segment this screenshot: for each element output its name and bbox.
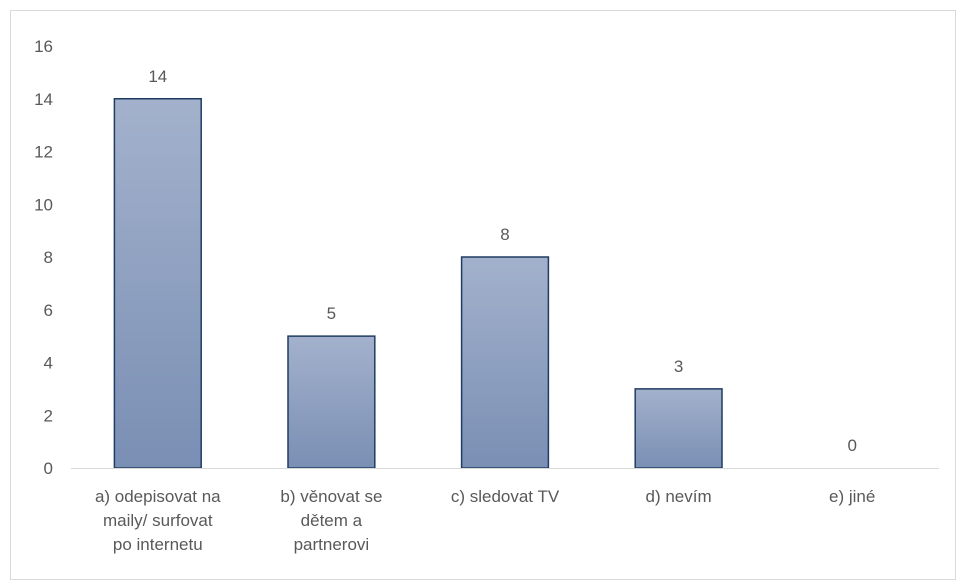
y-axis-ticks: 0 2 4 6 8 10 12 14 16 <box>34 37 53 478</box>
bar <box>460 256 550 469</box>
bar <box>113 98 202 469</box>
y-tick-label: 4 <box>44 354 53 373</box>
data-label: 5 <box>327 304 336 323</box>
bar <box>634 388 723 469</box>
bars <box>113 98 723 469</box>
bar-chart: 0 2 4 6 8 10 12 14 16 14 5 8 3 0 a) odepisovat na mai… <box>34 37 939 554</box>
data-label: 14 <box>148 67 167 86</box>
data-labels: 14 5 8 3 0 <box>148 67 857 455</box>
category-label: a) odepisovat na maily/ surfovat po intern… <box>95 487 221 554</box>
category-labels: a) odepisovat na maily/ surfovat po intern… <box>95 487 875 554</box>
y-tick-label: 6 <box>44 301 53 320</box>
category-label: b) věnovat se dětem a partnerovi <box>280 487 382 554</box>
data-label: 8 <box>500 225 509 244</box>
y-tick-label: 12 <box>34 143 53 162</box>
y-tick-label: 2 <box>44 406 53 425</box>
data-label: 0 <box>847 436 856 455</box>
category-label: d) nevím <box>646 487 712 506</box>
data-label: 3 <box>674 357 683 376</box>
y-tick-label: 14 <box>34 90 53 109</box>
category-label: e) jiné <box>829 487 875 506</box>
y-tick-label: 8 <box>44 248 53 267</box>
y-tick-label: 0 <box>44 459 53 478</box>
y-tick-label: 10 <box>34 195 53 214</box>
bar <box>287 335 376 469</box>
chart-frame: 0 2 4 6 8 10 12 14 16 14 5 8 3 0 a) odepisovat na mai… <box>10 10 956 580</box>
y-tick-label: 16 <box>34 37 53 56</box>
category-label: c) sledovat TV <box>451 487 560 506</box>
